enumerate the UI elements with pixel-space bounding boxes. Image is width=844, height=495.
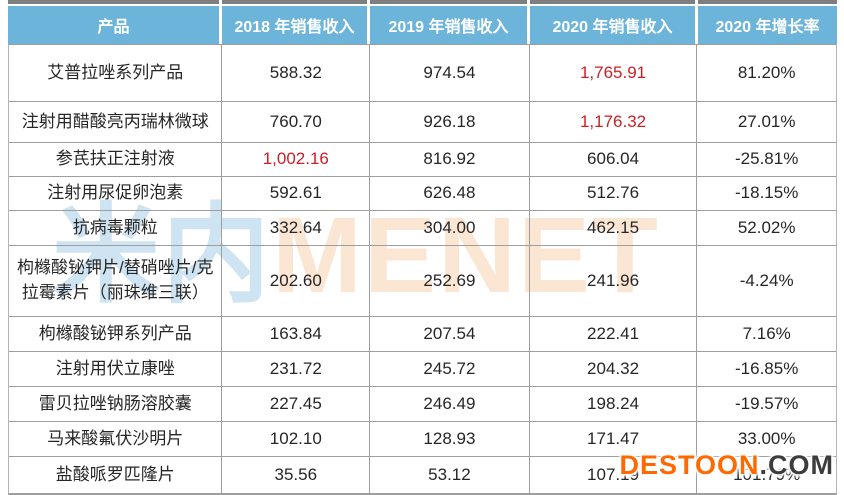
- product-cell: 枸橼酸铋钾片/替硝唑片/克拉霉素片（丽珠维三联）: [9, 246, 223, 316]
- table-header-row: 产品 2018 年销售收入 2019 年销售收入 2020 年销售收入 2020 年增长…: [8, 6, 837, 44]
- table-top-border-segment: [222, 0, 370, 4]
- value-cell: 102.10: [222, 422, 371, 456]
- value-cell: 163.84: [222, 317, 371, 351]
- destoon-watermark-tld: .COM: [759, 450, 834, 480]
- table-row: 注射用醋酸亮丙瑞林微球 760.70 926.18 1,176.32 27.01%: [9, 102, 836, 143]
- menet-watermark: 米内MENET: [52, 192, 660, 317]
- value-cell: -4.24%: [739, 270, 794, 290]
- value-cell: 246.49: [370, 387, 530, 421]
- value-cell: 592.61: [222, 177, 371, 210]
- product-cell: 枸橼酸铋钾系列产品: [9, 317, 223, 351]
- table-row: 注射用尿促卵泡素 592.61 626.48 512.76 -18.15%: [9, 177, 836, 211]
- value-cell: -19.57%: [735, 393, 799, 413]
- value-cell: 204.32: [530, 352, 698, 386]
- value-cell: 816.92: [370, 143, 530, 176]
- value-cell: 107.19: [530, 457, 698, 493]
- value-cell: 227.45: [222, 387, 371, 421]
- table-row: 雷贝拉唑钠肠溶胶囊 227.45 246.49 198.24 -19.57%: [9, 387, 836, 422]
- value-cell: -25.81%: [735, 149, 799, 169]
- value-cell: 171.47: [530, 422, 698, 456]
- product-cell: 马来酸氟伏沙明片: [9, 422, 223, 456]
- column-header: 2018 年销售收入: [222, 6, 370, 44]
- value-cell: 53.12: [370, 457, 530, 493]
- value-cell: 926.18: [370, 102, 530, 142]
- product-cell: 注射用醋酸亮丙瑞林微球: [9, 102, 223, 142]
- value-cell: 52.02%: [737, 217, 796, 237]
- value-cell: 207.54: [370, 317, 530, 351]
- value-cell: 626.48: [370, 177, 530, 210]
- value-cell: 7.16%: [742, 323, 791, 343]
- value-cell: 588.32: [222, 45, 371, 101]
- value-cell: 81.20%: [737, 62, 796, 82]
- value-cell: 222.41: [530, 317, 698, 351]
- table-row: 盐酸哌罗匹隆片 35.56 53.12 107.19 101.79%: [9, 457, 836, 493]
- table-row: 艾普拉唑系列产品 588.32 974.54 1,765.91 81.20%: [9, 45, 836, 102]
- value-cell: 128.93: [370, 422, 530, 456]
- product-cell: 参芪扶正注射液: [9, 143, 223, 176]
- value-cell: 332.64: [222, 211, 371, 245]
- value-cell: 101.79%: [733, 464, 801, 484]
- value-cell: 27.01%: [737, 111, 796, 131]
- column-header: 2020 年销售收入: [530, 6, 698, 44]
- value-cell: 231.72: [222, 352, 371, 386]
- product-cell: 雷贝拉唑钠肠溶胶囊: [9, 387, 223, 421]
- table-row: 抗病毒颗粒 332.64 304.00 462.15 52.02%: [9, 211, 836, 246]
- value-cell: 198.24: [530, 387, 698, 421]
- value-cell: 606.04: [530, 143, 698, 176]
- value-cell: 512.76: [530, 177, 698, 210]
- product-cell: 抗病毒颗粒: [9, 211, 223, 245]
- value-cell: 35.56: [222, 457, 371, 493]
- column-header: 2020 年增长率: [698, 6, 837, 44]
- menet-watermark-chinese: 米内: [52, 194, 273, 315]
- table-row: 参芪扶正注射液 1,002.16 816.92 606.04 -25.81%: [9, 143, 836, 177]
- value-cell: 202.60: [222, 246, 371, 316]
- value-cell: 1,765.91: [530, 45, 698, 101]
- table-top-border: [8, 0, 837, 4]
- value-cell: 245.72: [370, 352, 530, 386]
- product-cell: 注射用伏立康唑: [9, 352, 223, 386]
- value-cell: 1,176.32: [530, 102, 698, 142]
- value-cell: 33.00%: [737, 428, 796, 448]
- product-cell: 艾普拉唑系列产品: [9, 45, 223, 101]
- column-header: 产品: [8, 6, 222, 44]
- product-cell: 注射用尿促卵泡素: [9, 177, 223, 210]
- table-row: 马来酸氟伏沙明片 102.10 128.93 171.47 33.00%: [9, 422, 836, 457]
- value-cell: -16.85%: [735, 358, 799, 378]
- value-cell: 252.69: [370, 246, 530, 316]
- value-cell: 241.96: [530, 246, 698, 316]
- table-top-border-segment: [370, 0, 530, 4]
- value-cell: -18.15%: [735, 183, 799, 203]
- table-body: 艾普拉唑系列产品 588.32 974.54 1,765.91 81.20% 注射用醋酸亮…: [8, 44, 837, 495]
- menet-watermark-latin: MENET: [272, 194, 661, 315]
- table-row: 注射用伏立康唑 231.72 245.72 204.32 -16.85%: [9, 352, 836, 387]
- value-cell: 760.70: [222, 102, 371, 142]
- destoon-watermark: DESTOON.COM: [619, 450, 834, 480]
- table-top-border-segment: [698, 0, 837, 4]
- value-cell: 462.15: [530, 211, 698, 245]
- sales-table: 产品 2018 年销售收入 2019 年销售收入 2020 年销售收入 2020 年增长…: [8, 0, 837, 495]
- value-cell: 1,002.16: [222, 143, 371, 176]
- table-top-gap: [8, 4, 837, 6]
- table-row: 枸橼酸铋钾片/替硝唑片/克拉霉素片（丽珠维三联） 202.60 252.69 241.…: [9, 246, 836, 317]
- value-cell: 974.54: [370, 45, 530, 101]
- value-cell: 304.00: [370, 211, 530, 245]
- table-top-border-segment: [530, 0, 698, 4]
- destoon-watermark-name: DESTOON: [619, 450, 760, 480]
- column-header: 2019 年销售收入: [370, 6, 530, 44]
- table-row: 枸橼酸铋钾系列产品 163.84 207.54 222.41 7.16%: [9, 317, 836, 352]
- product-cell: 盐酸哌罗匹隆片: [9, 457, 223, 493]
- table-top-border-segment: [8, 0, 222, 4]
